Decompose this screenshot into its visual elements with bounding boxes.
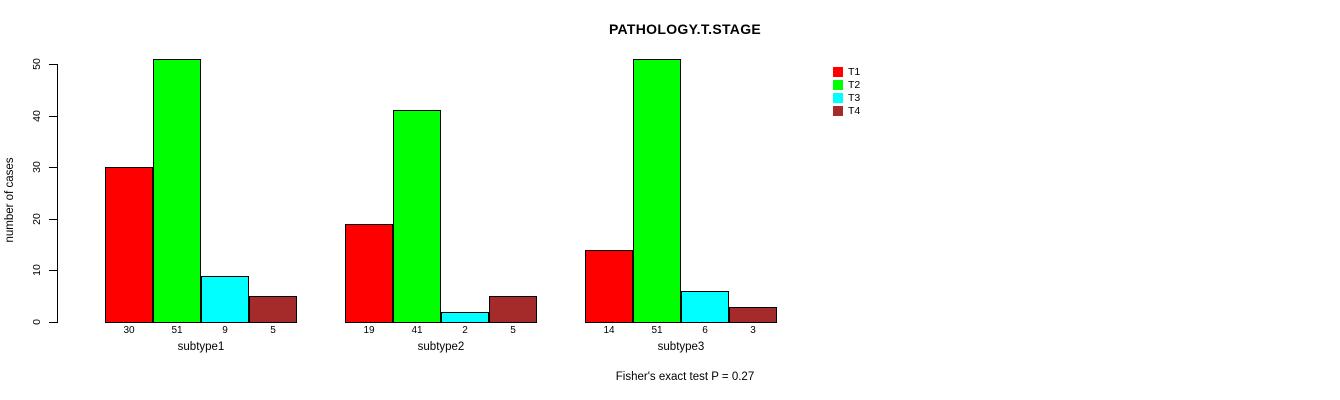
bar-value-label: 51 (171, 325, 183, 336)
legend-label-t4: T4 (848, 105, 861, 117)
bar-value-label: 19 (363, 325, 375, 336)
y-tick-label: 50 (31, 58, 43, 70)
bar-t3-subtype3 (681, 291, 729, 323)
y-tick (49, 322, 57, 323)
y-tick-label: 20 (31, 213, 43, 225)
y-axis-line (57, 64, 58, 323)
y-tick-label: 30 (31, 161, 43, 173)
bar-t2-subtype2 (393, 110, 441, 323)
legend-swatch-t2 (833, 80, 843, 90)
chart-title: PATHOLOGY.T.STAGE (608, 21, 762, 37)
bar-value-label: 41 (411, 325, 423, 336)
y-tick-label: 40 (31, 110, 43, 122)
bar-value-label: 5 (510, 325, 516, 336)
bar-value-label: 5 (270, 325, 276, 336)
fisher-test-annotation: Fisher's exact test P = 0.27 (615, 371, 755, 383)
category-label-subtype1: subtype1 (177, 341, 225, 353)
legend-label-t2: T2 (848, 79, 861, 91)
y-tick (49, 219, 57, 220)
y-tick-label: 10 (31, 264, 43, 276)
bar-value-label: 9 (222, 325, 228, 336)
bar-t3-subtype1 (201, 276, 249, 323)
bar-t4-subtype3 (729, 307, 777, 323)
legend-swatch-t1 (833, 67, 843, 77)
bar-value-label: 51 (651, 325, 663, 336)
bar-t2-subtype1 (153, 59, 201, 323)
legend-swatch-t3 (833, 93, 843, 103)
y-tick (49, 167, 57, 168)
bar-t3-subtype2 (441, 312, 489, 323)
bar-value-label: 3 (750, 325, 756, 336)
y-tick (49, 64, 57, 65)
category-label-subtype3: subtype3 (657, 341, 705, 353)
y-tick (49, 116, 57, 117)
bar-value-label: 2 (462, 325, 468, 336)
bar-t1-subtype1 (105, 167, 153, 323)
bar-t4-subtype1 (249, 296, 297, 323)
legend-label-t3: T3 (848, 92, 861, 104)
bar-t4-subtype2 (489, 296, 537, 323)
y-tick-label: 0 (31, 319, 43, 325)
bar-value-label: 6 (702, 325, 708, 336)
bar-t1-subtype2 (345, 224, 393, 323)
bar-value-label: 30 (123, 325, 135, 336)
bar-value-label: 14 (603, 325, 615, 336)
y-axis-label: number of cases (4, 157, 16, 243)
category-label-subtype2: subtype2 (417, 341, 465, 353)
y-tick (49, 270, 57, 271)
bar-t1-subtype3 (585, 250, 633, 323)
bar-t2-subtype3 (633, 59, 681, 323)
legend-label-t1: T1 (848, 66, 861, 78)
legend-swatch-t4 (833, 106, 843, 116)
